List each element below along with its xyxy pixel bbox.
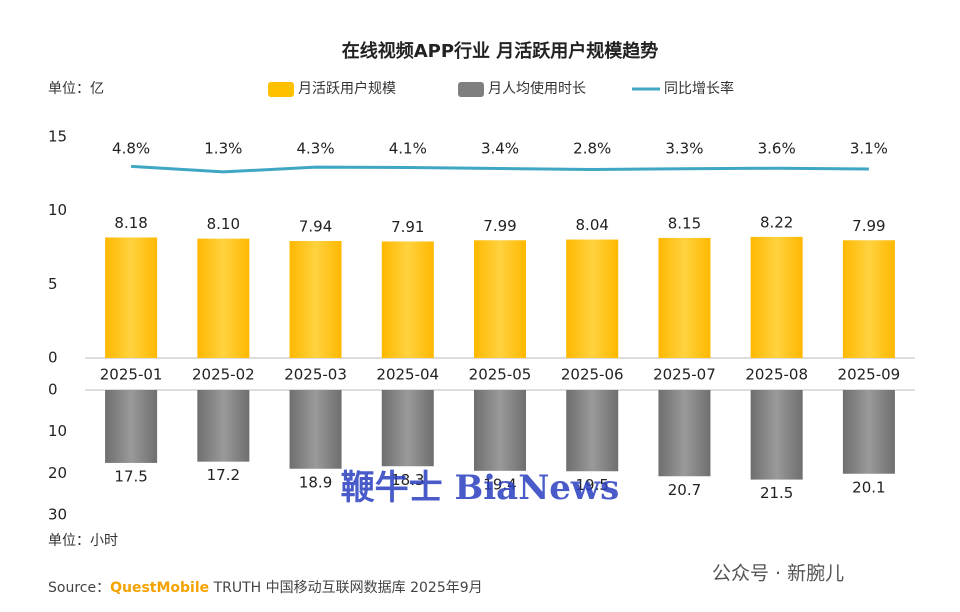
- bar: [381, 390, 434, 467]
- x-tick-label: 2025-01: [100, 366, 163, 384]
- bar: [750, 390, 803, 480]
- bar: [474, 240, 526, 358]
- data-label: 4.1%: [389, 140, 427, 158]
- legend-label: 月人均使用时长: [488, 80, 586, 97]
- y-tick-label: 10: [48, 422, 67, 440]
- legend-swatch: [268, 82, 294, 97]
- data-label: 21.5: [760, 484, 793, 502]
- y-tick-label: 5: [48, 275, 58, 293]
- overlay-watermark: 鞭牛士 BiaNews: [341, 468, 620, 508]
- data-label: 18.3: [391, 471, 424, 489]
- bar: [842, 390, 895, 474]
- data-label: 8.15: [668, 214, 701, 232]
- bar: [105, 237, 158, 358]
- bar: [381, 241, 434, 358]
- bar: [197, 390, 250, 462]
- x-tick-label: 2025-09: [838, 366, 901, 384]
- y-tick-label: 0: [48, 381, 58, 399]
- data-label: 8.22: [760, 213, 793, 231]
- bar: [566, 390, 619, 472]
- x-tick-label: 2025-02: [192, 366, 255, 384]
- x-tick-label: 2025-06: [561, 366, 624, 384]
- data-label: 4.3%: [297, 140, 335, 158]
- data-label: 7.91: [391, 218, 424, 236]
- x-tick-label: 2025-03: [284, 366, 347, 384]
- data-label: 17.5: [114, 467, 147, 485]
- data-label: 3.3%: [665, 140, 703, 158]
- account-watermark: 公众号 · 新腕儿: [712, 563, 844, 585]
- y-tick-label: 20: [48, 464, 67, 482]
- bar: [658, 390, 711, 477]
- data-label: 1.3%: [204, 140, 242, 158]
- unit-label: 单位：亿: [48, 81, 104, 97]
- bar: [566, 239, 619, 358]
- data-label: 3.4%: [481, 140, 519, 158]
- x-tick-label: 2025-07: [653, 366, 716, 384]
- data-label: 8.04: [576, 216, 609, 234]
- x-tick-label: 2025-04: [376, 366, 439, 384]
- source-rest: TRUTH 中国移动互联网数据库 2025年9月: [209, 580, 483, 596]
- bar: [750, 236, 803, 358]
- data-label: 17.2: [207, 466, 240, 484]
- chart-title: 在线视频APP行业 月活跃用户规模趋势: [342, 40, 659, 62]
- y-tick-label: 30: [48, 506, 67, 524]
- bar: [474, 390, 526, 471]
- legend-label: 月活跃用户规模: [298, 80, 396, 97]
- bar: [197, 238, 250, 358]
- data-label: 7.94: [299, 218, 332, 236]
- source-prefix: Source：: [48, 580, 110, 596]
- x-tick-label: 2025-08: [745, 366, 808, 384]
- legend-label: 同比增长率: [664, 80, 734, 97]
- line: [131, 164, 869, 174]
- bar: [842, 240, 895, 358]
- bar: [289, 390, 342, 469]
- y-tick-label: 0: [48, 349, 58, 367]
- data-label: 3.1%: [850, 140, 888, 158]
- data-label: 4.8%: [112, 140, 150, 158]
- data-label: 20.7: [668, 481, 701, 499]
- source: Source：QuestMobile TRUTH 中国移动互联网数据库 2025…: [48, 580, 483, 596]
- data-label: 19.5: [576, 476, 609, 494]
- data-label: 7.99: [852, 217, 885, 235]
- data-label: 8.18: [114, 214, 147, 232]
- legend-swatch: [458, 82, 484, 97]
- source-brand: QuestMobile: [110, 580, 209, 596]
- data-label: 18.9: [299, 473, 332, 491]
- bar: [105, 390, 158, 463]
- unit-label: 单位：小时: [48, 533, 118, 549]
- data-label: 7.99: [483, 217, 516, 235]
- data-label: 20.1: [852, 478, 885, 496]
- x-tick-label: 2025-05: [469, 366, 532, 384]
- bar: [658, 237, 711, 358]
- data-label: 3.6%: [758, 140, 796, 158]
- data-label: 19.4: [483, 475, 516, 493]
- y-tick-label: 15: [48, 128, 67, 146]
- y-tick-label: 10: [48, 201, 67, 219]
- data-label: 2.8%: [573, 140, 611, 158]
- data-label: 8.10: [207, 215, 240, 233]
- bar: [289, 241, 342, 358]
